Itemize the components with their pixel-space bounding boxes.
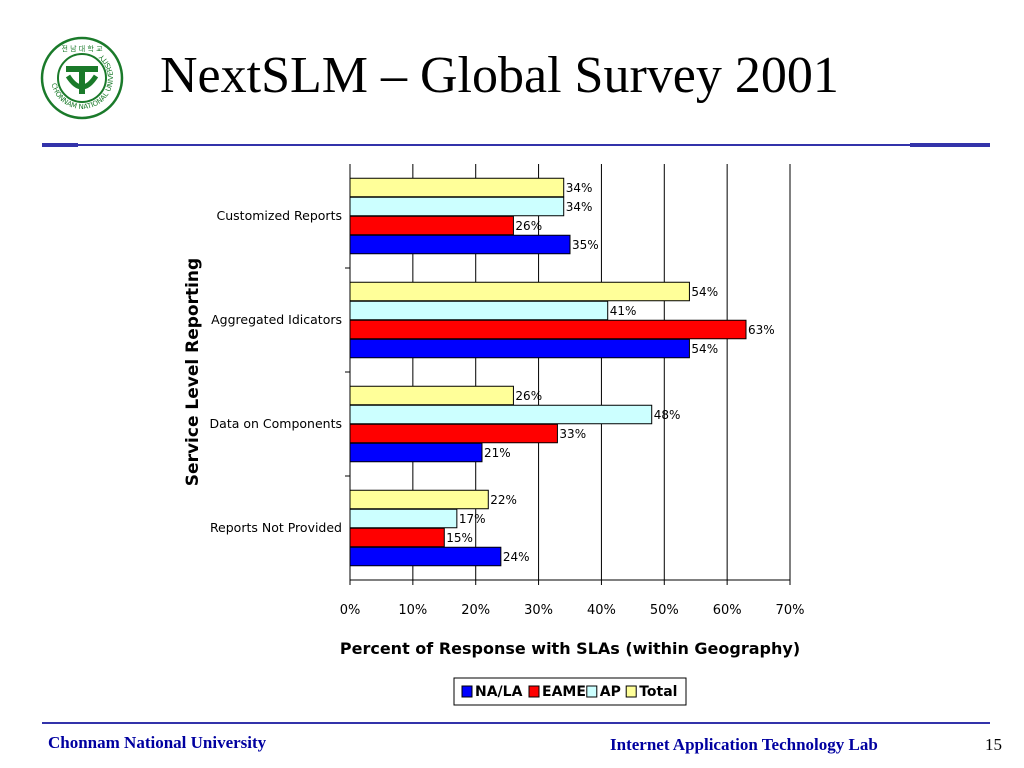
data-label: 33%	[559, 427, 586, 441]
bar	[349, 177, 565, 198]
x-tick-label: 50%	[650, 603, 679, 618]
data-label: 21%	[484, 446, 511, 460]
slide-title: NextSLM – Global Survey 2001	[160, 47, 839, 104]
bar	[349, 234, 571, 255]
data-label: 63%	[748, 323, 775, 337]
logo-emblem-stem	[79, 66, 85, 94]
logo-emblem-curve	[65, 74, 99, 90]
bar	[349, 489, 489, 510]
page-number: 15	[985, 735, 1002, 754]
x-tick-label: 60%	[713, 603, 742, 618]
bar	[349, 508, 458, 529]
bars	[349, 177, 747, 567]
legend-label: EAME	[542, 684, 586, 700]
x-tick-label: 0%	[340, 603, 361, 618]
legend-label: AP	[600, 684, 621, 700]
x-tick-label: 70%	[776, 603, 805, 618]
legend-swatch	[625, 685, 637, 698]
data-label: 26%	[515, 219, 542, 233]
bar	[349, 404, 653, 425]
legend-box	[453, 677, 687, 706]
header-rule-accent-left	[42, 143, 78, 147]
footer-lab: Internet Application Technology Lab	[610, 735, 878, 754]
x-tick-label: 10%	[398, 603, 427, 618]
bar	[349, 215, 514, 236]
legend: NA/LA EAME AP Total	[453, 677, 687, 706]
data-label: 34%	[566, 200, 593, 214]
data-label: 26%	[515, 389, 542, 403]
legend-swatch	[586, 685, 598, 698]
bar	[349, 527, 445, 548]
data-label: 54%	[691, 285, 718, 299]
bar	[349, 338, 690, 359]
category-label: Customized Reports	[217, 208, 342, 223]
legend-label: Total	[639, 684, 677, 700]
footer-rule	[42, 722, 990, 724]
bar	[349, 300, 609, 321]
data-label: 54%	[691, 342, 718, 356]
x-tick-labels: 0% 10% 20% 30% 40% 50% 60% 70%	[340, 603, 805, 618]
bar	[349, 196, 565, 217]
header-rule	[42, 144, 990, 146]
data-label: 34%	[566, 181, 593, 195]
data-label: 24%	[503, 550, 530, 564]
bar	[349, 319, 747, 340]
data-label: 48%	[654, 408, 681, 422]
data-label: 41%	[610, 304, 637, 318]
data-label: 22%	[490, 493, 517, 507]
legend-label: NA/LA	[475, 684, 523, 700]
bar	[349, 281, 690, 302]
x-tick-label: 20%	[461, 603, 490, 618]
logo-top-text: 전 남 대 학 교	[61, 44, 103, 53]
x-axis-label: Percent of Response with SLAs (within Ge…	[340, 639, 800, 658]
bar-chart: 34% 34% 26% 35% 54% 41% 63% 54% 26% 48% 33% 21% 22% 1…	[183, 164, 805, 706]
bar-labels: 34% 34% 26% 35% 54% 41% 63% 54% 26% 48% 33% 21% 22% 1…	[446, 181, 774, 564]
category-label: Data on Components	[210, 416, 342, 431]
legend-swatch	[461, 685, 473, 698]
legend-swatch	[528, 685, 540, 698]
university-logo: CHONNAM NATIONAL UNIVERSITY 전 남 대 학 교	[40, 36, 124, 120]
bar	[349, 546, 502, 567]
category-labels: Customized Reports Aggregated Idicators Da…	[210, 208, 350, 535]
category-label: Reports Not Provided	[210, 520, 342, 535]
x-tick-label: 40%	[587, 603, 616, 618]
data-label: 15%	[446, 531, 473, 545]
header-rule-accent-right	[910, 143, 990, 147]
y-axis-label: Service Level Reporting	[183, 258, 203, 486]
category-label: Aggregated Idicators	[211, 312, 342, 327]
bar	[349, 423, 558, 444]
x-tick-label: 30%	[524, 603, 553, 618]
data-label: 17%	[459, 512, 486, 526]
bar	[349, 385, 514, 406]
footer-university: Chonnam National University	[48, 733, 267, 752]
bar	[349, 442, 483, 463]
data-label: 35%	[572, 238, 599, 252]
